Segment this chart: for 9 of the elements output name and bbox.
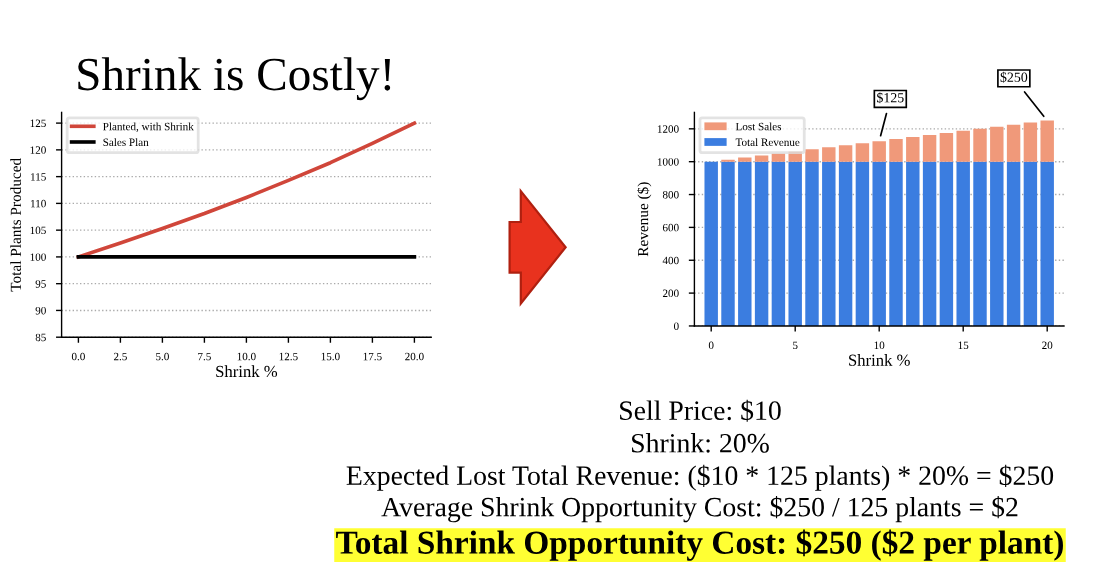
x-axis-title: Shrink % <box>216 365 278 378</box>
text: Average Shrink Opportunity Cost: $250 / 125 plants = $2 <box>381 496 1018 523</box>
x-axis-title: Shrink % <box>849 354 910 366</box>
text: Expected Lost Total Revenue: ($10 * 125 plants) * 20% = $250 <box>346 464 1054 491</box>
text: Sell Price: $10 <box>620 399 781 422</box>
text: Shrink: 20% <box>632 433 769 453</box>
chart-title: Shrink is Costly! <box>78 57 391 101</box>
line-series <box>76 121 417 259</box>
text: Total Shrink Opportunity Cost: $250 ($2 per plant) <box>336 529 1063 561</box>
